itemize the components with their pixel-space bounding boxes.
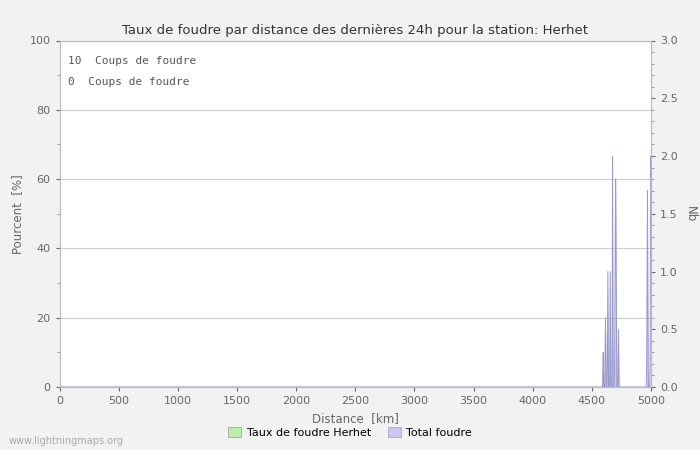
Y-axis label: Nb: Nb [684, 206, 697, 222]
Y-axis label: Pourcent  [%]: Pourcent [%] [11, 174, 24, 254]
Text: 0  Coups de foudre: 0 Coups de foudre [69, 77, 190, 87]
X-axis label: Distance  [km]: Distance [km] [312, 412, 399, 425]
Legend: Taux de foudre Herhet, Total foudre: Taux de foudre Herhet, Total foudre [223, 423, 477, 442]
Text: www.lightningmaps.org: www.lightningmaps.org [8, 436, 123, 446]
Text: 10  Coups de foudre: 10 Coups de foudre [69, 56, 197, 66]
Title: Taux de foudre par distance des dernières 24h pour la station: Herhet: Taux de foudre par distance des dernière… [122, 23, 588, 36]
